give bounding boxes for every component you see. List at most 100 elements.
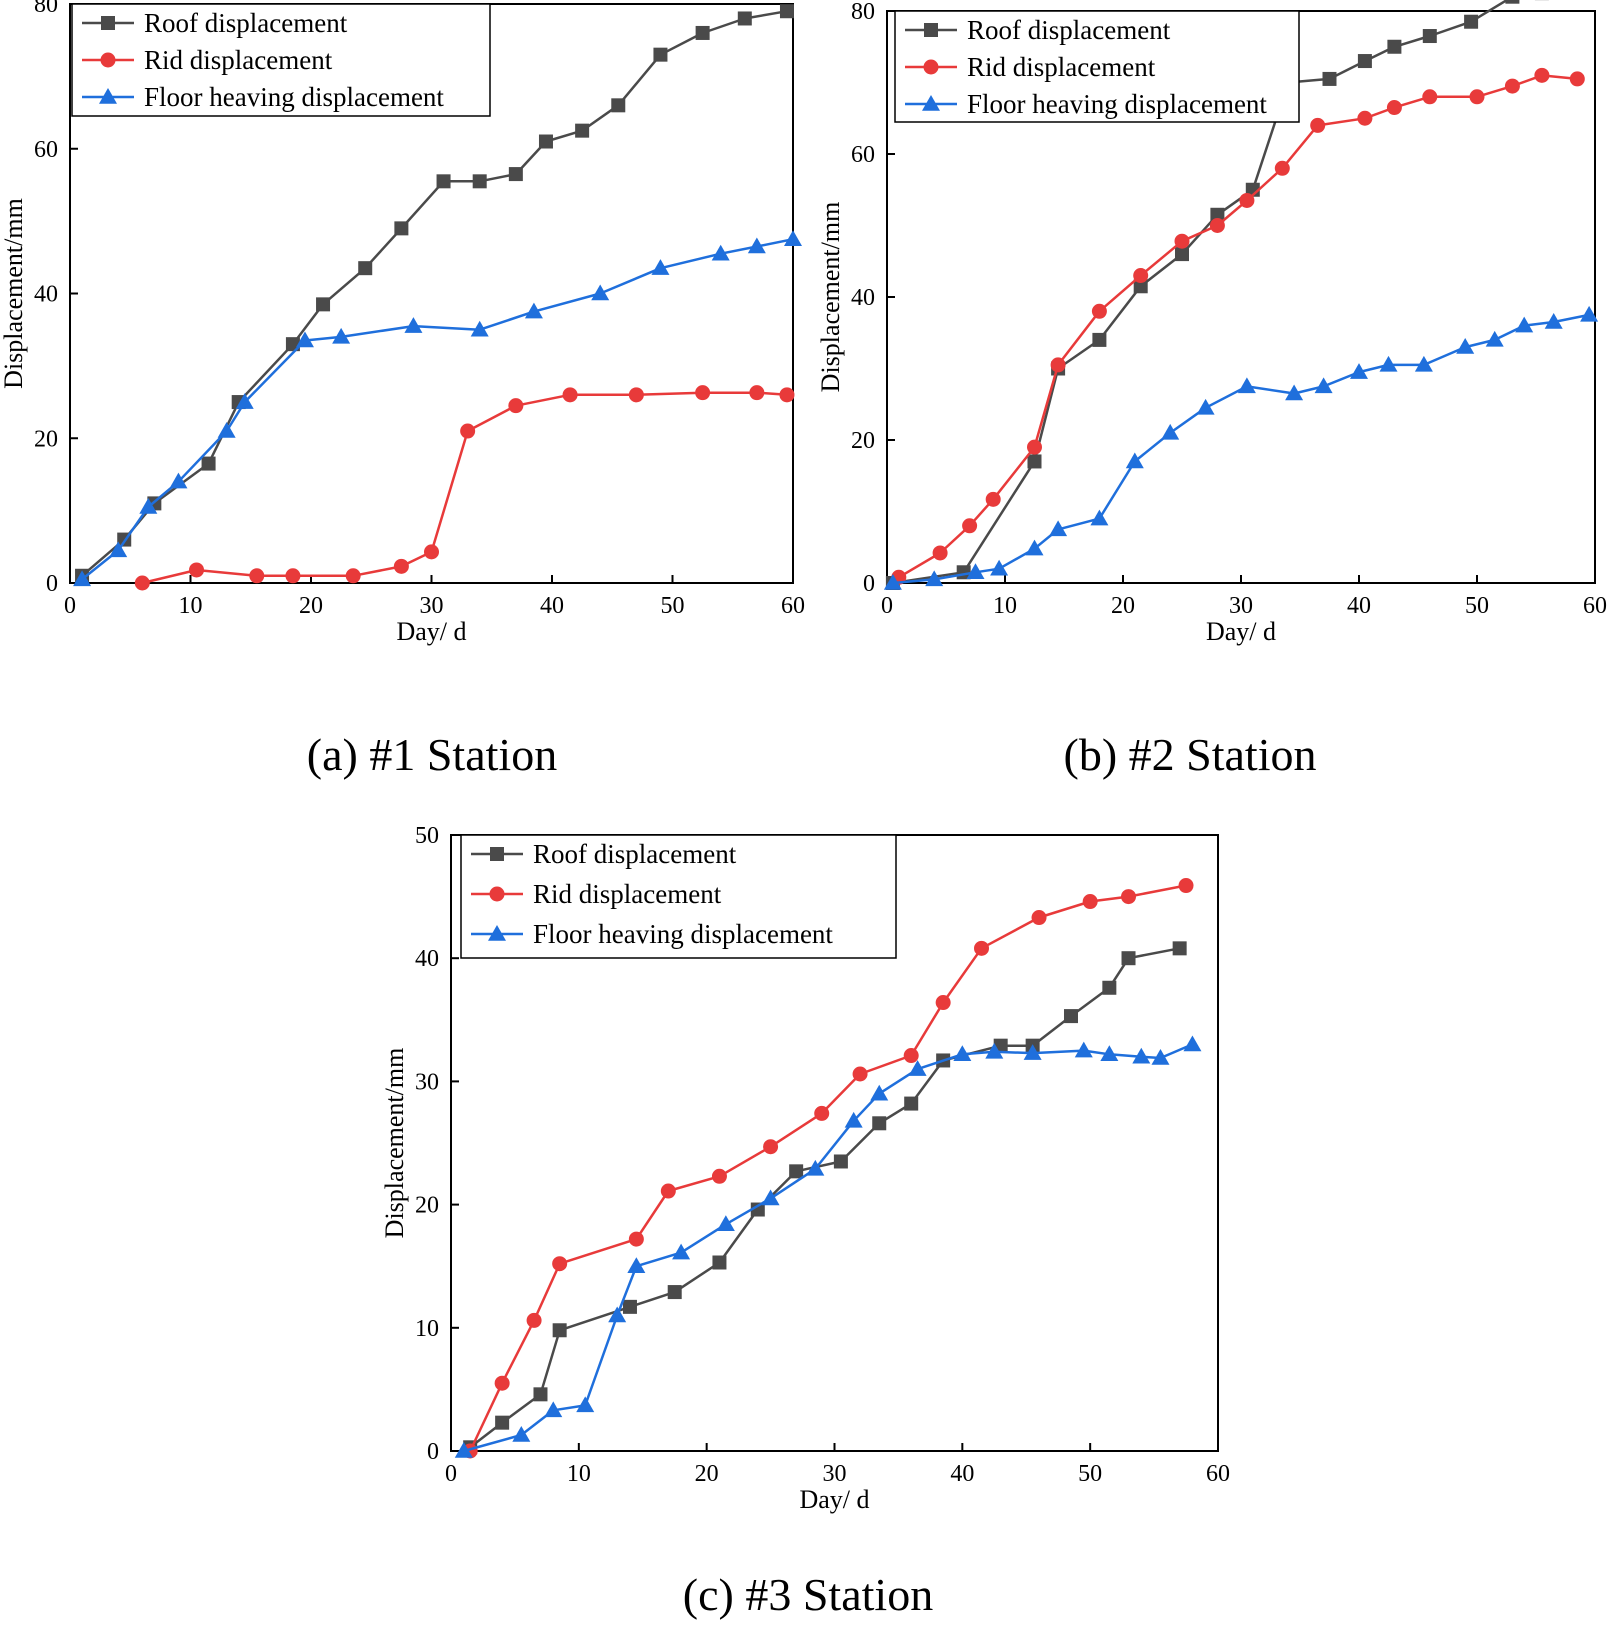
data-point-rid <box>962 518 978 534</box>
data-point-floor <box>1049 520 1068 537</box>
data-point-rid <box>974 940 990 956</box>
data-point-rid <box>526 1312 542 1328</box>
data-point-rid <box>814 1105 830 1121</box>
y-axis-title: Displacement/mm <box>0 198 28 389</box>
legend-marker-roof <box>490 847 504 861</box>
legend-box <box>71 3 491 117</box>
legend-marker-rid <box>100 52 116 68</box>
y-tick-label: 40 <box>851 285 875 311</box>
panel-caption: (a) #1 Station <box>307 729 557 780</box>
data-point-roof <box>1464 14 1479 29</box>
legend-label-floor: Floor heaving displacement <box>533 919 833 949</box>
data-point-floor <box>235 393 254 409</box>
data-point-rid <box>134 575 150 591</box>
data-point-roof <box>872 1116 887 1131</box>
data-point-rid <box>935 995 951 1011</box>
data-point-roof <box>1322 71 1337 86</box>
data-point-floor <box>1237 377 1256 394</box>
series-line-roof <box>469 947 1180 1449</box>
data-point-roof <box>1133 279 1148 294</box>
data-point-roof <box>575 123 590 138</box>
data-point-floor <box>784 230 802 246</box>
data-point-rid <box>1357 110 1373 126</box>
data-point-floor <box>512 1425 531 1442</box>
series-line-floor <box>892 313 1590 585</box>
x-tick-label: 30 <box>420 593 444 619</box>
data-point-roof <box>552 1323 567 1338</box>
x-tick-label: 0 <box>64 593 76 619</box>
data-point-floor <box>1023 1044 1042 1060</box>
data-point-floor <box>1456 338 1475 354</box>
data-point-floor <box>295 331 314 348</box>
legend-label-roof: Roof displacement <box>967 15 1171 45</box>
data-point-rid <box>628 387 644 403</box>
panel-c: 0 10 20 30 40 50 60 0 10 20 30 40 50 Day/ d Displaceme… <box>380 823 1230 1620</box>
x-tick-label: 10 <box>993 593 1017 619</box>
data-point-rid <box>1133 268 1149 284</box>
data-point-rid <box>285 568 301 584</box>
data-point-rid <box>1274 160 1290 176</box>
x-tick-label: 0 <box>881 593 893 619</box>
legend-label-roof: Roof displacement <box>533 839 737 869</box>
series-line-floor <box>81 237 794 581</box>
legend-marker-rid <box>923 59 939 75</box>
x-axis-title: Day/ d <box>1206 617 1276 646</box>
x-tick-label: 10 <box>179 593 203 619</box>
data-point-rid <box>1178 878 1194 894</box>
x-tick-label: 30 <box>823 1461 847 1487</box>
x-tick-label: 50 <box>1078 1461 1102 1487</box>
data-point-rid <box>763 1139 779 1155</box>
data-point-floor <box>591 284 610 301</box>
data-point-roof <box>538 134 553 149</box>
data-point-rid <box>932 545 948 561</box>
data-point-floor <box>747 237 766 254</box>
data-point-floor <box>1414 355 1433 372</box>
data-point-roof <box>653 47 668 62</box>
data-point-floor <box>1485 330 1504 347</box>
data-point-roof <box>1357 54 1372 69</box>
data-point-roof <box>201 456 216 471</box>
legend-marker-floor <box>922 95 940 111</box>
data-point-roof <box>779 4 794 19</box>
data-point-rid <box>494 1375 510 1391</box>
legend-label-floor: Floor heaving displacement <box>967 89 1267 119</box>
data-point-floor <box>761 1189 780 1206</box>
data-point-rid <box>508 398 524 414</box>
y-tick-label: 0 <box>427 1439 439 1465</box>
data-point-floor <box>524 302 543 319</box>
data-point-rid <box>1082 894 1098 910</box>
panel-caption: (b) #2 Station <box>1064 729 1317 780</box>
x-tick-label: 0 <box>445 1461 457 1487</box>
legend-box <box>460 834 897 959</box>
data-point-floor <box>1161 423 1180 440</box>
data-point-floor <box>716 1215 735 1232</box>
data-point-floor <box>332 327 351 344</box>
y-tick-label: 80 <box>34 0 58 18</box>
x-axis-title: Day/ d <box>799 1485 869 1514</box>
data-point-roof <box>611 98 626 113</box>
x-tick-label: 20 <box>299 593 323 619</box>
data-point-floor <box>544 1401 563 1418</box>
data-point-roof <box>1505 0 1520 4</box>
x-tick-label: 10 <box>567 1461 591 1487</box>
data-point-roof <box>1422 29 1437 44</box>
data-point-floor <box>73 570 92 587</box>
data-point-rid <box>985 491 1001 507</box>
legend-marker-floor <box>99 88 117 104</box>
data-point-rid <box>1310 117 1326 133</box>
data-point-roof <box>667 1285 682 1300</box>
data-point-floor <box>1379 355 1398 372</box>
legend-marker-roof <box>924 23 938 37</box>
y-tick-label: 20 <box>34 426 58 452</box>
data-point-roof <box>1063 1009 1078 1024</box>
data-point-floor <box>1314 377 1333 394</box>
data-point-rid <box>660 1183 676 1199</box>
data-point-floor <box>169 472 188 489</box>
series-line-rid <box>142 391 788 585</box>
data-point-roof <box>833 1154 848 1169</box>
x-tick-label: 20 <box>1111 593 1135 619</box>
panel-a: 0 10 20 30 40 50 60 0 20 40 60 80 Day/ d Displacement… <box>0 0 805 780</box>
series-line-rid <box>469 884 1187 1452</box>
panel-caption: (c) #3 Station <box>683 1569 933 1620</box>
